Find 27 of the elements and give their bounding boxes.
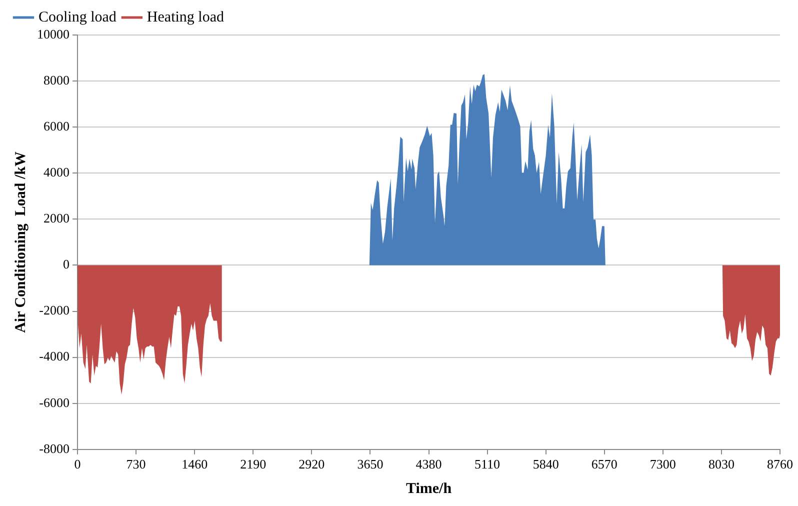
x-tick-label: 5110: [474, 456, 500, 472]
y-axis-title: Air Conditioning Load /kW: [12, 151, 29, 333]
x-tick-label: 8030: [708, 456, 734, 472]
x-tick-label: 8760: [767, 456, 793, 472]
y-tick-label: -2000: [39, 302, 70, 318]
x-tick-label: 3650: [357, 456, 384, 472]
y-tick-label: 0: [63, 256, 70, 272]
x-tick-label: 2920: [298, 456, 325, 472]
x-tick-label: 7300: [650, 456, 676, 472]
x-tick-label: 6570: [591, 456, 618, 472]
y-tick-label: -8000: [39, 440, 70, 456]
x-tick-label: 4380: [416, 456, 442, 472]
y-tick-label: 4000: [44, 164, 70, 180]
y-tick-label: 8000: [44, 72, 70, 88]
y-tick-label: 6000: [44, 118, 70, 134]
y-tick-label: 10000: [37, 26, 70, 42]
y-tick-label: -4000: [39, 348, 70, 364]
x-tick-label: 0: [74, 456, 81, 472]
legend-label: Heating load: [146, 9, 224, 26]
x-axis-title: Time/h: [406, 480, 452, 497]
y-tick-label: -6000: [39, 394, 70, 410]
x-tick-label: 730: [126, 456, 146, 472]
y-tick-label: 2000: [44, 210, 70, 226]
x-tick-label: 5840: [532, 456, 559, 472]
legend-label: Cooling load: [38, 9, 117, 26]
x-tick-label: 2190: [240, 456, 266, 472]
x-tick-label: 1460: [182, 456, 208, 472]
